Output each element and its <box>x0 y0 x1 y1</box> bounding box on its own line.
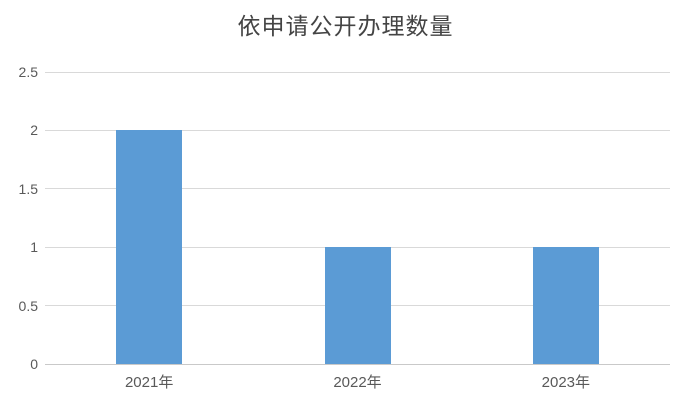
bar <box>532 247 599 364</box>
x-tick-label: 2022年 <box>333 374 382 391</box>
y-axis: 0 0.5 1 1.5 2 2.5 <box>0 64 38 372</box>
plot-area <box>45 71 670 365</box>
x-tick-label: 2021年 <box>124 374 174 391</box>
gridline <box>45 71 670 73</box>
bar <box>324 247 391 364</box>
gridline <box>45 188 670 190</box>
x-tick-label: 2023年 <box>541 374 591 391</box>
y-tick-label: 1 <box>30 239 38 256</box>
gridline <box>45 129 670 131</box>
y-tick-label: 0.5 <box>18 297 38 314</box>
chart-title: 依申请公开办理数量 <box>237 13 454 39</box>
y-tick-label: 0 <box>30 356 38 372</box>
y-tick-label: 2.5 <box>18 64 38 80</box>
x-axis: 2021年 2022年 2023年 <box>45 372 670 398</box>
bar <box>116 130 183 364</box>
y-tick-label: 1.5 <box>18 180 38 197</box>
y-tick-label: 2 <box>30 122 38 139</box>
x-axis-line <box>45 363 670 365</box>
